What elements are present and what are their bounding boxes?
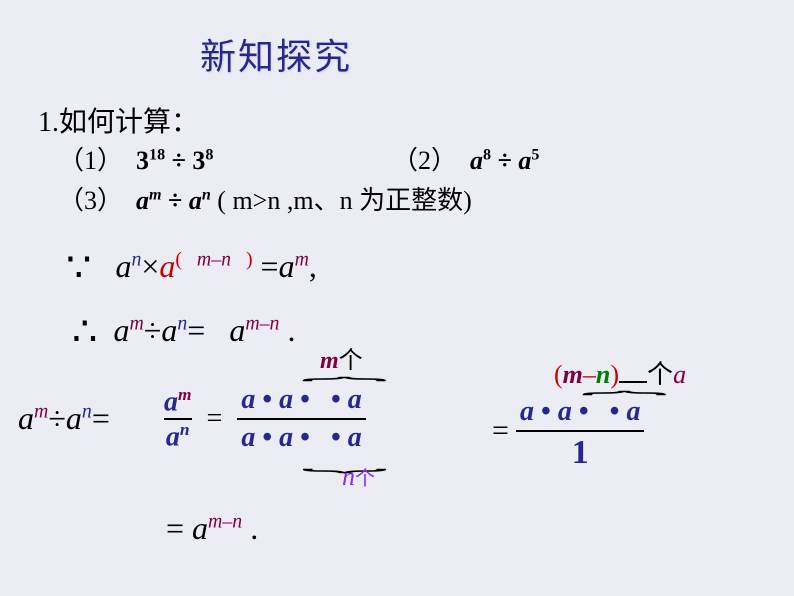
l1-e1: n xyxy=(131,248,141,270)
frac1-den-e: n xyxy=(180,420,190,439)
mn-open: ( xyxy=(554,360,563,389)
eq-3: = xyxy=(492,414,509,448)
n-count-label: n个 xyxy=(342,462,375,492)
l4-eq: = xyxy=(166,510,184,546)
l2-e1: m xyxy=(129,312,143,334)
q1-base2: 3 xyxy=(192,146,205,175)
brace-top-mn: ⏞ xyxy=(581,391,667,413)
l4-a: a xyxy=(192,510,208,546)
q1-exp1: 18 xyxy=(149,146,165,163)
question-2: （2） a8 ÷ a5 xyxy=(392,140,539,177)
fraction-1: am an xyxy=(164,385,192,454)
frac2-den: a • a • • a xyxy=(241,422,361,453)
q1-div: ÷ xyxy=(172,146,186,175)
frac1-den-a: a xyxy=(166,421,180,452)
derivation-line-3-left: am÷an= xyxy=(18,400,110,437)
q2-label: （2） xyxy=(392,146,457,175)
m-ge: 个 xyxy=(339,348,363,374)
q2-exp2: 5 xyxy=(531,146,539,163)
derivation-line-1: ∵ an×a( m–n ) =am, xyxy=(66,244,317,291)
l4-e: m–n xyxy=(208,510,242,532)
mn-ge: 个 xyxy=(647,360,673,389)
q1-label: （1） xyxy=(58,146,123,175)
q2-base1: a xyxy=(470,146,483,175)
l1-a3: a xyxy=(279,248,295,284)
because-symbol: ∵ xyxy=(66,245,91,290)
brace-top-m: ⏞ xyxy=(301,377,387,399)
slide-title: 新知探究 xyxy=(200,28,352,80)
l4-dot: . xyxy=(250,510,258,546)
l1-e2-close: ) xyxy=(241,248,253,270)
q1-exp2: 8 xyxy=(205,146,213,163)
l2-eq: = xyxy=(187,312,205,348)
frac3-den: 1 xyxy=(516,430,644,474)
mn-dash: – xyxy=(583,360,596,389)
q3-base1: a xyxy=(136,186,149,215)
l1-e2-mid: m–n xyxy=(197,248,231,270)
l1-comma: , xyxy=(309,248,317,284)
frac1-num-a: a xyxy=(164,386,178,417)
q3-exp2: n xyxy=(202,186,211,203)
l2-div: ÷ xyxy=(144,312,162,348)
frac1-num-e: m xyxy=(178,385,192,404)
question-intro: 1.如何计算： xyxy=(38,100,199,140)
l1-times: × xyxy=(141,248,159,284)
l2-dot: . xyxy=(287,312,295,348)
l2-e2: n xyxy=(177,312,187,334)
l1-a1: a xyxy=(115,248,131,284)
q2-exp1: 8 xyxy=(483,146,491,163)
m-count: m xyxy=(320,348,339,374)
q1-base1: 3 xyxy=(136,146,149,175)
q3-condition: ( m>n ,m、n 为正整数) xyxy=(217,186,471,215)
n-ge: 个 xyxy=(355,468,375,490)
mn-close: ) xyxy=(610,360,619,389)
q3-label: （3） xyxy=(58,186,123,215)
l3-eq: = xyxy=(92,400,110,436)
mid-eq: = xyxy=(207,403,223,435)
q2-base2: a xyxy=(518,146,531,175)
n-count: n xyxy=(342,462,355,491)
q3-exp1: m xyxy=(149,186,162,203)
mn-m: m xyxy=(563,360,583,389)
q3-div: ÷ xyxy=(168,186,182,215)
m-count-label: m个 xyxy=(320,340,363,375)
mn-n: n xyxy=(596,360,610,389)
l2-a3: a xyxy=(229,312,245,348)
l1-eq: = xyxy=(261,248,279,284)
l2-a1: a xyxy=(113,312,129,348)
mn-count-label: (m–n) 个a xyxy=(554,354,686,391)
q2-div: ÷ xyxy=(498,146,512,175)
derivation-line-4: = am–n . xyxy=(166,510,258,547)
q3-base2: a xyxy=(189,186,202,215)
l3-e2: n xyxy=(82,400,92,422)
l1-a2: a xyxy=(159,248,175,284)
mn-a: a xyxy=(673,360,686,389)
l2-e3: m–n xyxy=(245,312,279,334)
therefore-symbol: ∴ xyxy=(72,309,97,354)
l1-e2-open: ( xyxy=(175,248,182,270)
l3-div: ÷ xyxy=(48,400,66,436)
l3-a1: a xyxy=(18,400,34,436)
question-1: （1） 318 ÷ 38 xyxy=(58,140,213,177)
l1-e3: m xyxy=(295,248,309,270)
l2-a2: a xyxy=(161,312,177,348)
l3-a2: a xyxy=(66,400,82,436)
l3-e1: m xyxy=(34,400,48,422)
derivation-line-2: ∴ am÷an= am–n . xyxy=(72,308,295,355)
question-3: （3） am ÷ an ( m>n ,m、n 为正整数) xyxy=(58,180,472,217)
